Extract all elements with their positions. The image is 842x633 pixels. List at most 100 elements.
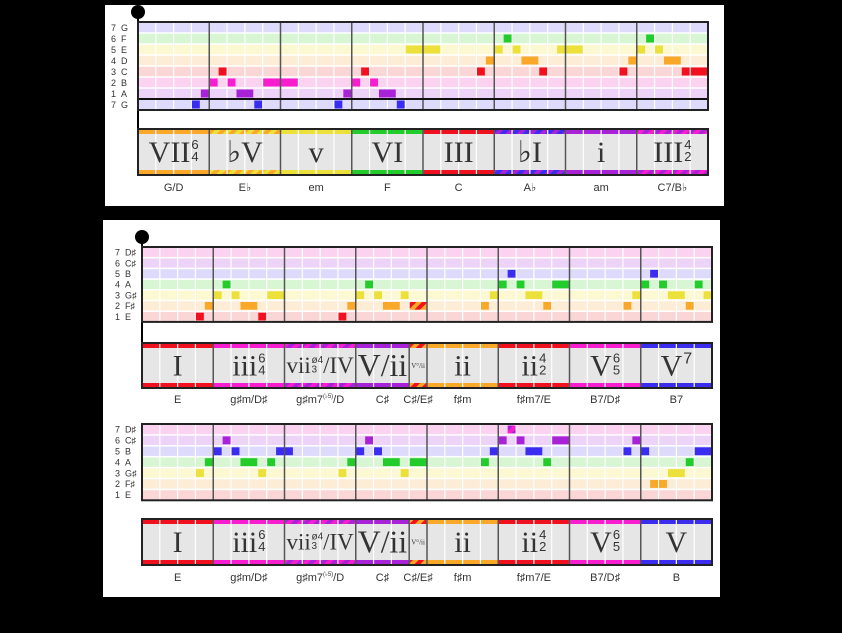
chord-name-label: C♯ [376,394,390,406]
row-note-label: A [121,89,127,99]
row-degree-label: 1 [111,89,116,99]
chord-name: B7/D♯ [590,572,620,584]
chord-name: E [174,572,181,584]
row-note-label: D♯ [125,248,136,258]
roman-numeral-text: I [173,349,183,382]
chord-stripe-bottom [409,383,427,388]
note-F♯ [382,302,400,310]
note-G♯ [231,291,240,299]
note-E [512,45,521,54]
row-degree-label: 7 [111,100,116,110]
roman-numeral: III [444,136,474,169]
chord-name: g♯m7 [296,394,323,406]
chord-name: E♭ [239,182,252,194]
note-F♯ [347,302,356,310]
chord-name: B7 [670,394,683,406]
note-C [681,67,690,76]
note-A [365,280,374,289]
note-G♯ [374,291,382,299]
chord-name-label: g♯m/D♯ [230,394,268,406]
row-degree-label: 6 [111,34,116,44]
figure-top: 7 [683,350,692,367]
roman-numeral: III 42 [653,136,691,169]
piano-roll [141,246,713,323]
note-G [254,100,263,109]
roman-numeral: iii 64 [232,349,265,382]
roman-numeral-text: v [309,136,324,169]
figure-top: 6 [258,527,265,542]
note-A [409,458,427,467]
roman-numeral-text: V°/ii [411,362,425,370]
roll-border [141,246,713,323]
note-B [694,447,712,456]
note-B [507,269,516,278]
chord-name: C [455,182,463,194]
row-note-label: F♯ [125,479,135,489]
figure-top: 6 [191,137,198,152]
piano-roll [137,21,709,111]
chord-name-label: f♯m [454,394,472,406]
note-A [498,280,507,289]
chord-name-label: G/D [164,182,184,194]
row-note-label: D♯ [125,425,136,435]
note-B [356,447,365,456]
row-degree-label: 4 [115,280,120,290]
chord-name-label: A♭ [524,182,537,194]
chord-name-label: C♯/E♯ [403,394,433,406]
note-G♯ [489,291,498,299]
roman-numeral-text: III [444,136,474,169]
note-G♯ [400,469,409,477]
roman-numeral: v [309,136,324,169]
note-A [480,458,489,467]
figure-top: 6 [613,527,620,542]
note-A [240,458,258,467]
note-D [521,56,539,65]
note-G♯ [525,291,543,299]
row-degree-label: 7 [115,248,120,258]
note-D [663,56,681,65]
roman-numeral: VI [372,136,404,169]
row-degree-label: 3 [115,468,120,478]
note-B [227,78,236,87]
row-degree-label: 1 [115,312,120,322]
roman-numeral: V°/ii [411,538,425,546]
roman-numeral-text: III [653,136,683,169]
chord-name-label: C♯/E♯ [403,572,433,584]
row-degree-label: 3 [111,67,116,77]
chord-name-suffix: /D [333,572,344,584]
note-D♯ [507,425,516,434]
chord-name: am [593,182,608,194]
figure-bottom: 5 [613,362,620,377]
chord-name-label: E [174,572,181,584]
roll-border [141,423,713,502]
chord-bar-border [141,342,713,389]
row-degree-label: 3 [115,290,120,300]
row-note-label: F [121,34,127,44]
figure-top: 4 [539,527,546,542]
note-B [641,447,650,456]
figure-bottom: 3 [312,364,318,375]
note-F♯ [659,480,667,488]
note-G♯ [267,291,284,299]
note-F♯ [685,302,694,310]
roman-numeral-text: ♭I [518,136,542,169]
row-note-label: A [125,457,131,467]
roman-numeral: vii ø43/IV [287,530,355,555]
roman-numeral-text: ♭V [227,136,263,169]
chord-name: f♯m7/E [517,394,551,406]
chord-name-label: g♯m/D♯ [230,572,268,584]
chord-name-label: B7 [670,394,683,406]
figure-bottom: 4 [258,362,265,377]
note-C [218,67,227,76]
chord-name: A♭ [524,182,537,194]
figure-top: 6 [613,350,620,365]
chord-name-label: E♭ [239,182,252,194]
row-degree-label: 2 [115,479,120,489]
row-note-label: B [125,269,131,279]
note-C [690,67,708,76]
figure-bottom: 3 [312,541,318,552]
chord-name-label: F [384,182,391,194]
chord-name-label: B7/D♯ [590,572,620,584]
chord-name: G/D [164,182,184,194]
